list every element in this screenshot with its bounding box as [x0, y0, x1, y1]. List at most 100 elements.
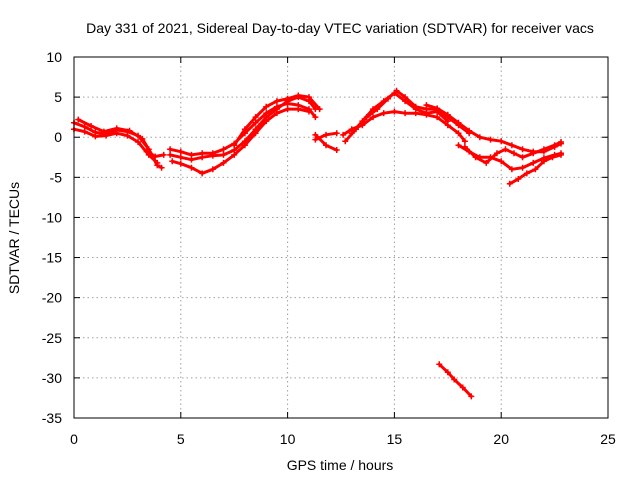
data-point: [139, 135, 146, 142]
data-point: [434, 105, 441, 112]
y-tick-label: 0: [54, 129, 62, 145]
data-point: [305, 108, 312, 115]
data-point: [455, 142, 462, 149]
data-point: [220, 146, 227, 153]
y-tick-label: -5: [50, 169, 63, 185]
data-point: [220, 151, 227, 158]
y-tick-label: 5: [54, 89, 62, 105]
data-point: [402, 110, 409, 117]
data-point: [461, 138, 468, 145]
y-tick-label: 10: [46, 49, 62, 65]
series-track-12: [342, 87, 473, 145]
data-point: [423, 102, 430, 109]
x-tick-label: 0: [70, 431, 78, 447]
data-point: [519, 154, 526, 161]
data-point: [472, 154, 479, 161]
data-point: [113, 125, 120, 132]
data-point: [273, 98, 280, 105]
data-point: [370, 106, 377, 113]
data-point: [558, 139, 565, 146]
series-track-13: [348, 90, 451, 137]
data-point: [284, 106, 291, 113]
grid-lines: [74, 57, 608, 418]
data-point: [498, 158, 505, 165]
data-series: [71, 87, 565, 400]
series-line: [437, 362, 473, 398]
data-point: [412, 106, 419, 113]
data-point: [370, 114, 377, 121]
series-line: [350, 91, 450, 135]
data-point: [169, 158, 176, 165]
data-point: [444, 369, 451, 376]
data-point: [444, 118, 451, 125]
data-point: [444, 111, 451, 118]
data-point: [461, 143, 468, 150]
data-point: [508, 166, 515, 173]
y-tick-label: -20: [42, 290, 62, 306]
data-point: [177, 154, 184, 161]
data-point: [342, 138, 349, 145]
series-track-18: [436, 361, 475, 400]
data-point: [434, 114, 441, 121]
series-track-7: [169, 106, 312, 177]
data-point: [455, 119, 462, 126]
data-point: [158, 164, 165, 171]
data-point: [540, 146, 547, 153]
data-point: [451, 376, 458, 383]
data-point: [152, 153, 159, 160]
y-tick-label: -35: [42, 410, 62, 426]
data-point: [220, 159, 227, 166]
data-point: [551, 142, 558, 149]
data-point: [88, 122, 95, 129]
chart-title: Day 331 of 2021, Sidereal Day-to-day VTE…: [86, 20, 594, 36]
data-point: [532, 166, 539, 173]
y-tick-label: -10: [42, 209, 62, 225]
data-point: [81, 128, 88, 135]
data-point: [295, 106, 302, 113]
data-point: [402, 98, 409, 105]
data-point: [305, 94, 312, 101]
data-point: [316, 106, 323, 113]
data-point: [466, 127, 473, 134]
data-point: [498, 138, 505, 145]
plot-frame: [73, 56, 609, 419]
data-point: [515, 175, 522, 182]
data-point: [391, 90, 398, 97]
data-point: [391, 108, 398, 115]
data-point: [252, 114, 259, 121]
data-point: [100, 128, 107, 135]
data-point: [154, 159, 161, 166]
data-point: [188, 156, 195, 163]
data-point: [380, 110, 387, 117]
data-point: [103, 132, 110, 139]
data-point: [333, 130, 340, 137]
data-point: [252, 119, 259, 126]
data-point: [126, 127, 133, 134]
data-point: [530, 150, 537, 157]
axis-ticks: 0 5 10 15 20 25 10 5 0 -5 -10 -15 -20 -25 -30 -35: [42, 49, 616, 447]
data-point: [380, 98, 387, 105]
data-point: [468, 393, 475, 400]
data-point: [476, 134, 483, 141]
data-point: [135, 139, 142, 146]
data-point: [340, 131, 347, 138]
data-point: [519, 164, 526, 171]
data-point: [549, 154, 556, 161]
data-point: [263, 103, 270, 110]
data-point: [92, 133, 99, 140]
data-point: [188, 164, 195, 171]
data-point: [167, 151, 174, 158]
data-point: [199, 170, 206, 177]
series-track-14: [423, 102, 565, 155]
x-tick-label: 10: [280, 431, 296, 447]
series-line: [424, 103, 563, 154]
data-point: [508, 142, 515, 149]
data-point: [455, 130, 462, 137]
data-point: [252, 130, 259, 137]
data-point: [506, 180, 513, 187]
data-point: [231, 151, 238, 158]
data-point: [75, 116, 82, 123]
data-point: [502, 146, 509, 153]
data-point: [423, 110, 430, 117]
